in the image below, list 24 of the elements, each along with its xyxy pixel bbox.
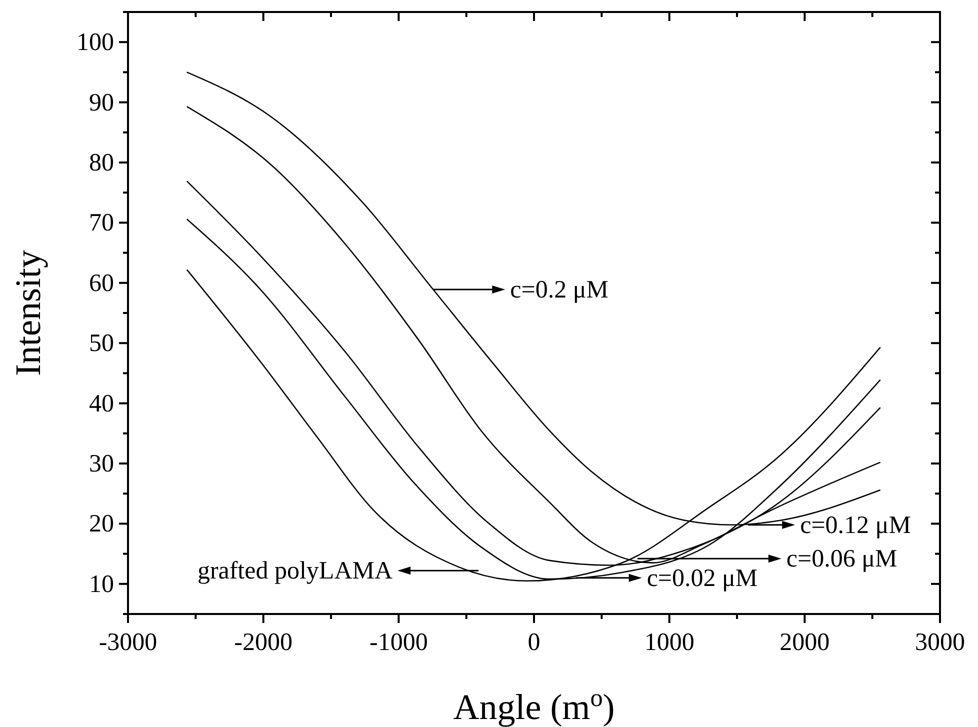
y-tick-label: 40 (89, 390, 114, 418)
annotation: c=0.2 μM (510, 276, 608, 304)
x-tick-label: -1000 (370, 629, 428, 656)
y-tick-label: 90 (89, 89, 114, 116)
y-tick-label: 50 (89, 330, 114, 358)
y-tick-label: 70 (89, 210, 114, 237)
y-axis-title: Intensity (8, 250, 48, 376)
x-tick-label: -2000 (234, 629, 292, 656)
annotation: c=0.06 μM (786, 546, 898, 573)
x-tick-label: 0 (528, 629, 540, 656)
x-tick-label: 1000 (644, 629, 694, 656)
annotation: c=0.02 μM (646, 564, 758, 592)
y-tick-label: 80 (89, 150, 114, 176)
annotation: grafted polyLAMA (197, 558, 393, 585)
y-tick-label: 100 (76, 29, 114, 56)
x-tick-label: 2000 (780, 629, 830, 656)
x-axis-title: Angle (m$^{o}$) (453, 684, 615, 727)
x-tick-label: -3000 (98, 629, 158, 656)
x-tick-label: 3000 (915, 629, 965, 656)
y-tick-label: 20 (89, 510, 114, 538)
y-tick-label: 30 (89, 450, 114, 478)
y-tick-label: 60 (89, 270, 114, 297)
y-tick-label: 10 (89, 570, 114, 598)
annotation: c=0.12 μM (800, 512, 911, 539)
